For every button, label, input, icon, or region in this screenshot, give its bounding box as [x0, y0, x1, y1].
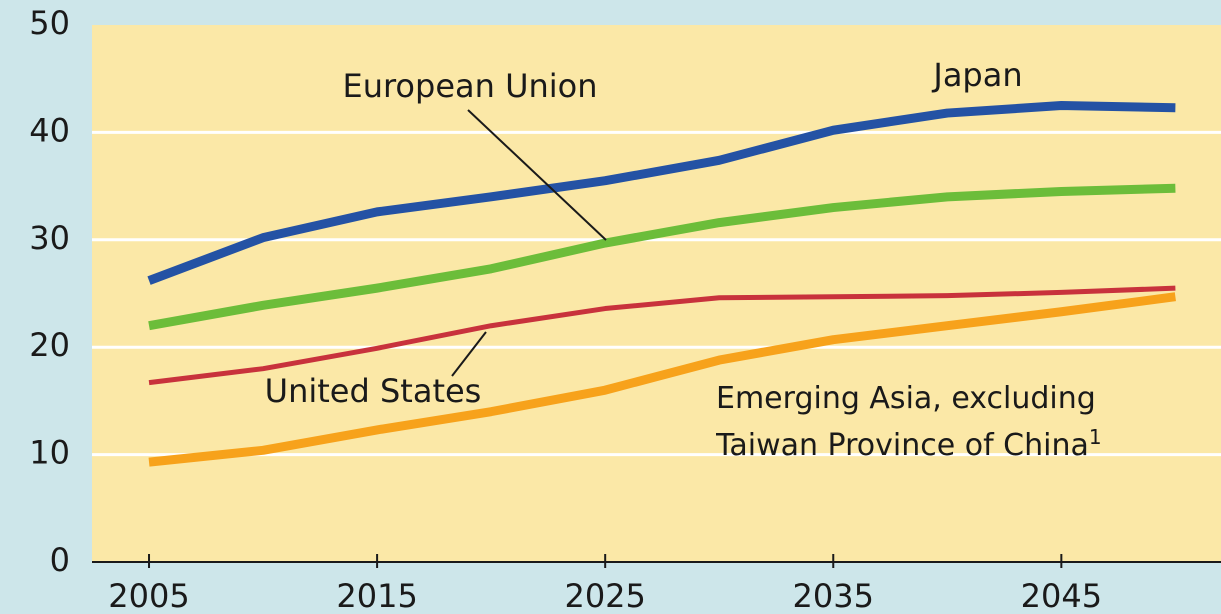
x-tick-label: 2025	[564, 577, 645, 614]
footnote-marker: 1	[1088, 425, 1102, 449]
y-tick-label: 0	[50, 541, 70, 579]
series-line	[148, 285, 1176, 386]
x-tick-label: 2045	[1021, 577, 1102, 614]
y-tick-label: 30	[29, 219, 70, 257]
x-tick-label: 2035	[793, 577, 874, 614]
x-tick-label: 2005	[108, 577, 189, 614]
y-tick-label: 40	[29, 111, 70, 149]
leader-line	[451, 331, 487, 377]
series-label: United States	[265, 372, 482, 410]
y-tick-label: 10	[29, 434, 70, 472]
series-label-text: Emerging Asia, excluding Taiwan Province…	[716, 381, 1096, 463]
x-tick-label: 2015	[336, 577, 417, 614]
series-label: Japan	[931, 56, 1022, 94]
series-label: European Union	[342, 67, 597, 105]
y-tick-label: 50	[29, 4, 70, 42]
series-line	[147, 101, 1176, 285]
leader-line	[467, 109, 607, 241]
series-line	[148, 183, 1176, 331]
series-label: Emerging Asia, excluding Taiwan Province…	[716, 380, 1186, 465]
y-tick-label: 20	[29, 326, 70, 364]
series-line	[148, 292, 1176, 467]
series-label-box: Emerging Asia, excluding Taiwan Province…	[716, 380, 1186, 465]
